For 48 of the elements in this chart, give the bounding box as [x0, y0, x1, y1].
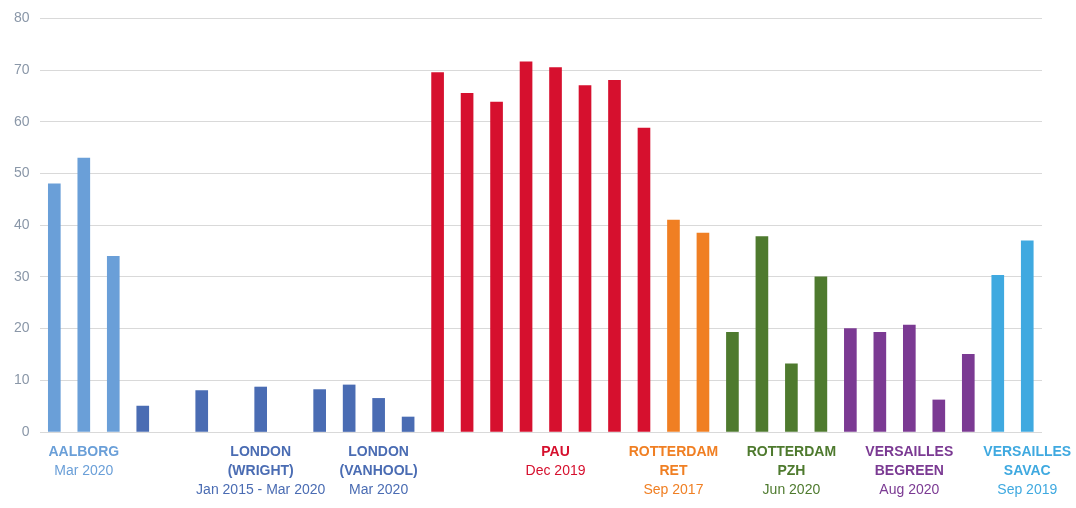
bar — [490, 101, 503, 432]
bar — [637, 127, 651, 432]
x-tick-label: AALBORG Mar 2020 — [48, 442, 120, 478]
bar — [254, 386, 268, 432]
x-tick-label: ROTTERDAM PZH Jun 2020 — [746, 442, 837, 497]
bar — [372, 398, 385, 432]
y-tick-label: 70 — [13, 60, 30, 77]
bar — [106, 255, 120, 432]
bar — [991, 275, 1005, 432]
bar — [549, 67, 562, 432]
bar — [814, 276, 828, 432]
bar — [961, 354, 975, 432]
bar — [844, 328, 857, 432]
bar — [401, 416, 415, 432]
y-tick-label: 20 — [13, 319, 30, 336]
y-tick-label: 50 — [13, 164, 30, 181]
bar — [667, 219, 680, 432]
x-tick-label: ROTTERDAM RET Sep 2017 — [628, 442, 719, 497]
y-tick-label: 80 — [13, 9, 30, 26]
bar — [696, 232, 710, 432]
y-tick-label: 40 — [13, 216, 30, 233]
x-tick-label: LONDON (WRIGHT) Jan 2015 - Mar 2020 — [196, 442, 326, 497]
x-tick-label: VERSAILLES BEGREEN Aug 2020 — [865, 442, 954, 497]
x-tick-label: LONDON (VANHOOL) Mar 2020 — [339, 442, 418, 497]
y-tick-label: 30 — [13, 267, 30, 284]
bar — [1020, 240, 1034, 432]
bar — [785, 363, 798, 432]
x-tick-label: PAU Dec 2019 — [525, 442, 586, 478]
bar — [608, 80, 621, 432]
bar — [519, 61, 533, 432]
bar — [755, 236, 769, 432]
bar — [77, 157, 91, 432]
bar — [195, 390, 209, 432]
y-tick-label: 10 — [13, 371, 30, 388]
bar — [873, 331, 887, 432]
bar — [932, 399, 946, 432]
bar — [136, 405, 150, 432]
bar — [578, 85, 592, 432]
bar — [47, 183, 61, 432]
y-tick-label: 0 — [21, 422, 30, 439]
bar — [431, 72, 444, 432]
bar — [313, 389, 326, 432]
bar — [460, 93, 474, 432]
y-tick-label: 60 — [13, 112, 30, 129]
bar — [342, 384, 356, 432]
x-tick-label: VERSAILLES SAVAC Sep 2019 — [983, 442, 1072, 497]
bar — [903, 324, 916, 432]
bar — [726, 331, 739, 432]
